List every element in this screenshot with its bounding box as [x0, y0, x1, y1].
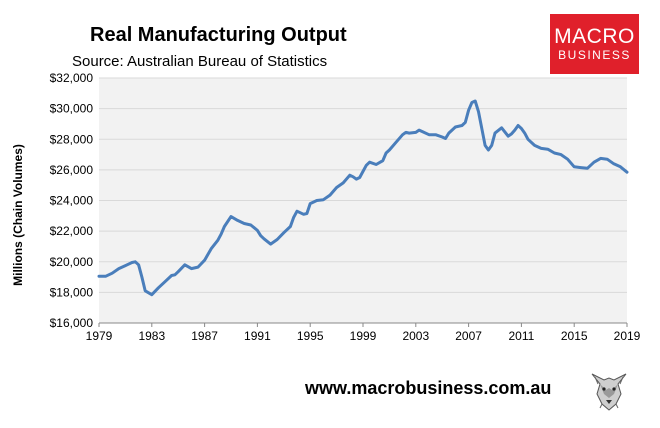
- y-tick-label: $30,000: [50, 102, 94, 116]
- y-tick-label: $18,000: [50, 285, 94, 299]
- x-tick-label: 2007: [455, 329, 482, 343]
- x-tick-marks: [98, 323, 628, 327]
- x-tick-label: 2003: [402, 329, 429, 343]
- y-tick-labels: $16,000 $18,000 $20,000 $22,000 $24,000 $26,0…: [50, 71, 94, 330]
- y-tick-label: $22,000: [50, 224, 94, 238]
- y-gridlines: [99, 77, 627, 293]
- y-tick-label: $26,000: [50, 163, 94, 177]
- x-tick-label: 1983: [138, 329, 165, 343]
- y-tick-label: $24,000: [50, 194, 94, 208]
- y-tick-label: $28,000: [50, 132, 94, 146]
- x-tick-label: 1995: [297, 329, 324, 343]
- y-tick-label: $32,000: [50, 71, 94, 85]
- y-tick-label: $16,000: [50, 316, 94, 330]
- series-line-manufacturing-output: [97, 99, 629, 297]
- x-tick-label: 2019: [614, 329, 641, 343]
- chart-source: Source: Australian Bureau of Statistics: [72, 53, 328, 70]
- logo-line-business: BUSINESS: [558, 48, 631, 62]
- x-tick-label: 1999: [350, 329, 377, 343]
- chart-title: Real Manufacturing Output: [90, 24, 347, 46]
- y-axis-label: Millions (Chain Volumes): [11, 144, 25, 286]
- x-tick-labels: 1979 1983 1987 1991 1995 1999 2003 2007 2011 2015…: [86, 329, 641, 343]
- logo-line-macro: MACRO: [554, 25, 635, 48]
- x-tick-label: 1987: [191, 329, 218, 343]
- x-tick-label: 2015: [561, 329, 588, 343]
- macrobusiness-logo: MACRO BUSINESS: [550, 14, 639, 74]
- website-url: www.macrobusiness.com.au: [305, 378, 552, 398]
- y-tick-label: $20,000: [50, 255, 94, 269]
- x-tick-label: 1979: [86, 329, 113, 343]
- x-tick-label: 2011: [508, 329, 534, 343]
- x-tick-label: 1991: [244, 329, 271, 343]
- wolf-logo-icon: [588, 368, 630, 412]
